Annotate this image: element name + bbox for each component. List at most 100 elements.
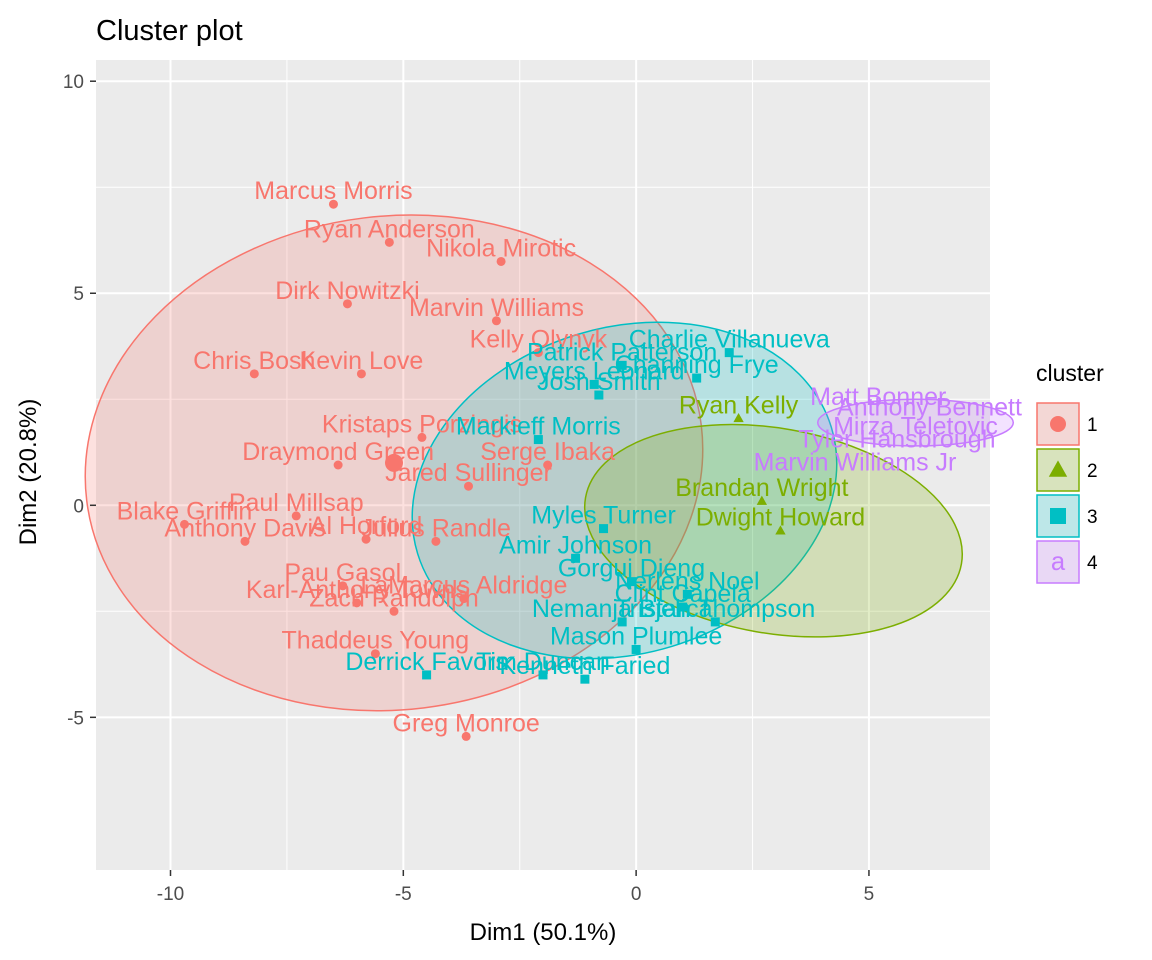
x-tick-label: 0 bbox=[631, 884, 642, 905]
y-tick-label: 10 bbox=[63, 72, 84, 93]
data-point-label: Derrick Favors bbox=[345, 648, 508, 676]
y-tick-label: 0 bbox=[73, 496, 84, 517]
panel-background bbox=[96, 60, 990, 870]
data-point-label: Amir Johnson bbox=[499, 531, 652, 559]
cluster-ellipse-4 bbox=[816, 398, 1015, 447]
data-point bbox=[496, 256, 506, 266]
legend-key-symbol bbox=[1050, 508, 1066, 524]
data-point-label: Kelly Olynyk bbox=[470, 326, 608, 354]
chart-title: Cluster plot bbox=[96, 15, 243, 47]
data-point bbox=[459, 594, 469, 604]
legend-title: cluster bbox=[1036, 360, 1104, 386]
data-point bbox=[594, 390, 604, 400]
data-point-label: Patrick Patterson bbox=[527, 338, 717, 366]
data-point bbox=[631, 644, 641, 654]
data-point bbox=[733, 412, 744, 423]
legend-label-4: 4 bbox=[1087, 553, 1098, 574]
data-point bbox=[491, 316, 501, 326]
data-point bbox=[370, 649, 380, 659]
data-point bbox=[756, 495, 768, 505]
data-point-label: Nikola Mirotic bbox=[426, 234, 576, 262]
data-point-label: Anthony Davis bbox=[164, 514, 325, 542]
data-point bbox=[710, 617, 720, 627]
data-point bbox=[599, 524, 609, 534]
data-point bbox=[617, 617, 627, 627]
data-point-label: Mirza Teletovic bbox=[833, 413, 998, 441]
data-point-label: Al Horford bbox=[310, 512, 423, 540]
data-point-label: Zach Randolph bbox=[309, 584, 479, 612]
data-point-label: Julius Randle bbox=[361, 514, 511, 542]
data-point-label: Dirk Nowitzki bbox=[275, 277, 419, 305]
data-point bbox=[682, 589, 692, 599]
data-point bbox=[352, 598, 362, 608]
data-point bbox=[422, 670, 432, 680]
data-point bbox=[461, 731, 471, 741]
data-point-label: Myles Turner bbox=[531, 502, 675, 530]
x-tick-label: -5 bbox=[395, 884, 412, 905]
y-tick-label: -5 bbox=[67, 708, 84, 729]
data-point bbox=[538, 670, 548, 680]
legend: cluster 1 2 3a 4 bbox=[1035, 360, 1104, 585]
legend-key-background bbox=[1035, 539, 1081, 585]
data-point bbox=[431, 536, 441, 546]
legend-key-symbol bbox=[1048, 460, 1068, 477]
x-tick-label: 5 bbox=[864, 884, 875, 905]
data-point-label: Matt Bonner bbox=[810, 383, 946, 411]
data-point bbox=[356, 369, 366, 379]
data-point-label: Ryan Anderson bbox=[304, 215, 475, 243]
data-point-label: Brandan Wright bbox=[675, 474, 848, 502]
legend-key-symbol: a bbox=[1051, 548, 1066, 576]
data-point-label: Kristaps Porzingis bbox=[322, 410, 522, 438]
x-axis-title: Dim1 (50.1%) bbox=[470, 919, 617, 946]
data-point-label: Charlie Villanueva bbox=[629, 326, 830, 354]
data-point-label: Gorgui Dieng bbox=[558, 555, 705, 583]
data-point bbox=[464, 481, 473, 491]
data-point bbox=[342, 299, 352, 309]
data-point-label: Karl-Anthony Towns bbox=[246, 576, 468, 604]
data-point-label: Kenneth Faried bbox=[499, 652, 670, 680]
x-tick-label: -10 bbox=[157, 884, 184, 905]
y-axis: -5 0 5 10 bbox=[63, 72, 96, 729]
data-point-label: Anthony Bennett bbox=[837, 393, 1022, 421]
data-point bbox=[533, 348, 543, 358]
data-point bbox=[678, 602, 688, 612]
y-tick-label: 5 bbox=[73, 284, 84, 305]
data-point bbox=[361, 534, 371, 544]
legend-key-symbol bbox=[1050, 416, 1066, 432]
data-point-label: Mason Plumlee bbox=[550, 622, 722, 650]
data-point bbox=[389, 606, 399, 616]
data-point-label: Marvin Williams Jr bbox=[754, 449, 957, 477]
data-point bbox=[580, 674, 590, 684]
x-axis: -10 -5 0 5 bbox=[157, 870, 874, 905]
data-point-label: LaMarcus Aldridge bbox=[360, 572, 567, 600]
data-point-label: Nemanja Bjelica bbox=[532, 595, 713, 623]
data-point bbox=[291, 511, 301, 521]
data-point bbox=[692, 373, 702, 383]
data-point bbox=[617, 360, 627, 370]
data-point-label: Tristan Thompson bbox=[615, 595, 815, 623]
data-point bbox=[179, 519, 189, 529]
data-point bbox=[543, 460, 553, 470]
legend-label-1: 1 bbox=[1087, 415, 1098, 436]
data-point-label: Paul Millsap bbox=[229, 489, 364, 517]
data-point-label: Markieff Morris bbox=[456, 413, 621, 441]
data-point-label: Clint Capela bbox=[615, 580, 751, 608]
data-point bbox=[328, 199, 338, 209]
data-point-label: Kevin Love bbox=[300, 347, 424, 375]
data-point bbox=[571, 553, 581, 563]
data-point bbox=[626, 577, 636, 587]
data-point bbox=[338, 581, 348, 591]
cluster-center-1 bbox=[385, 453, 403, 472]
legend-key-4 bbox=[1036, 540, 1080, 584]
data-point-label: Ryan Kelly bbox=[679, 391, 799, 419]
data-point-label: Thaddeus Young bbox=[282, 627, 470, 655]
data-point-label: Meyers Leonard bbox=[504, 357, 685, 385]
data-point-label: Chris Bosh bbox=[193, 347, 315, 375]
legend-label-2: 2 bbox=[1087, 461, 1098, 482]
data-point bbox=[533, 435, 543, 445]
data-point-label: Marcus Morris bbox=[254, 177, 412, 205]
data-point bbox=[724, 348, 734, 358]
